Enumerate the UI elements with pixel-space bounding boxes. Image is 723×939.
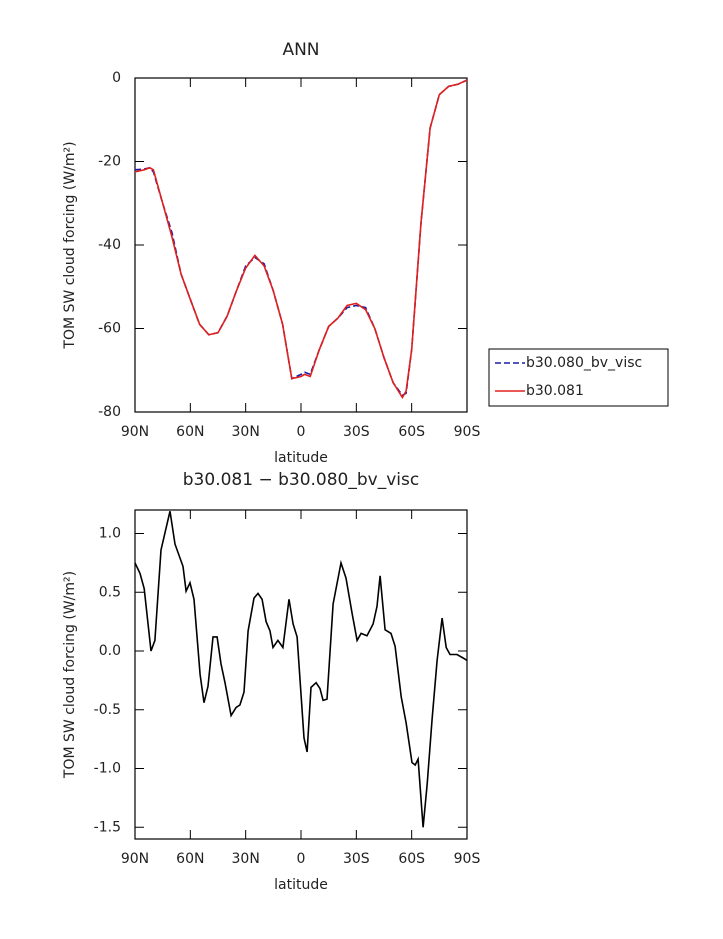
series-line [134,511,468,828]
x-tick-label: 30S [343,851,370,867]
x-tick-label: 90S [454,851,481,867]
x-tick-label: 90N [121,851,149,867]
y-tick-label: -80 [98,404,121,420]
y-tick-label: -20 [98,154,121,170]
y-tick-label: -60 [98,321,121,337]
x-axis-label: latitude [274,450,328,466]
x-tick-label: 60S [398,851,425,867]
x-tick-label: 90N [121,424,149,440]
x-axis-label: latitude [274,877,328,893]
chart-title: ANN [282,40,319,60]
chart-title: b30.081 − b30.080_bv_visc [183,470,419,490]
y-tick-label: 0.5 [99,584,121,600]
y-tick-label: 0.0 [99,643,121,659]
x-tick-label: 60N [176,851,204,867]
y-tick-label: -0.5 [94,702,121,718]
series-line [134,79,468,399]
legend-box [488,348,669,407]
x-tick-label: 0 [297,851,306,867]
y-axis-label: TOM SW cloud forcing (W/m²) [62,571,78,779]
y-tick-label: -1.0 [94,761,121,777]
legend-label: b30.080_bv_visc [526,355,642,371]
plot-frame [134,77,468,413]
y-tick-label: 1.0 [99,526,121,542]
x-tick-label: 30N [232,851,260,867]
x-tick-label: 60S [398,424,425,440]
y-tick-label: -1.5 [94,819,121,835]
x-tick-label: 30S [343,424,370,440]
y-tick-label: 0 [112,70,121,86]
x-tick-label: 0 [297,424,306,440]
series-line [134,79,468,397]
x-tick-label: 60N [176,424,204,440]
legend-label: b30.081 [526,383,584,399]
y-axis-label: TOM SW cloud forcing (W/m²) [62,141,78,349]
y-tick-label: -40 [98,237,121,253]
plot-frame [134,509,468,840]
x-tick-label: 90S [454,424,481,440]
x-tick-label: 30N [232,424,260,440]
